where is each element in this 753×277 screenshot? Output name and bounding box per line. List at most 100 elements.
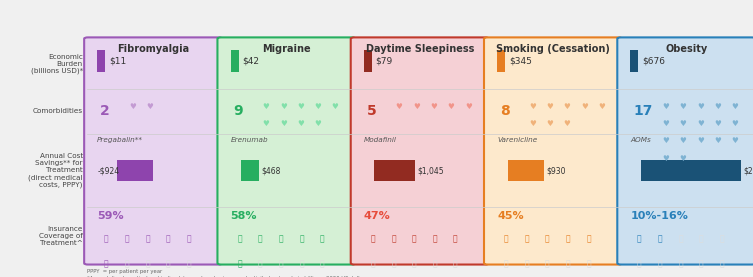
Text: $468: $468 [261, 166, 281, 175]
Text: ⛹: ⛹ [566, 260, 570, 268]
Text: ♥: ♥ [732, 102, 739, 111]
Bar [230, 50, 239, 72]
Text: ♥: ♥ [315, 119, 322, 128]
Text: ⛹: ⛹ [657, 260, 663, 268]
Text: ♥: ♥ [663, 136, 669, 145]
Text: ⛹: ⛹ [104, 260, 108, 268]
Text: ♥: ♥ [448, 102, 455, 111]
Text: ⛹: ⛹ [166, 260, 170, 268]
Text: Economic
Burden
(billions USD)*: Economic Burden (billions USD)* [31, 53, 83, 74]
Text: ⛹: ⛹ [504, 260, 508, 268]
Text: ⛹: ⛹ [587, 260, 591, 268]
Text: $11: $11 [109, 57, 127, 65]
Text: ⛹: ⛹ [104, 235, 108, 244]
FancyBboxPatch shape [351, 37, 489, 265]
Text: ⛹: ⛹ [145, 260, 150, 268]
Text: Migraine: Migraine [262, 44, 311, 54]
Text: 45%: 45% [497, 211, 524, 221]
Text: ⛹: ⛹ [187, 235, 191, 244]
Text: ⛹: ⛹ [524, 260, 529, 268]
Text: ♥: ♥ [147, 102, 154, 111]
Text: ⛹: ⛹ [720, 235, 724, 244]
Text: ⛹: ⛹ [258, 235, 263, 244]
Text: ⛹: ⛹ [145, 235, 150, 244]
Text: 9: 9 [233, 104, 242, 119]
Text: ♥: ♥ [663, 102, 669, 111]
Text: ♥: ♥ [263, 119, 270, 128]
Text: $930: $930 [546, 166, 566, 175]
Text: ♥: ♥ [529, 102, 536, 111]
Text: ♥: ♥ [280, 102, 287, 111]
Bar [641, 160, 741, 181]
Text: Comorbidities: Comorbidities [32, 109, 83, 114]
Text: ♥: ♥ [431, 102, 437, 111]
Text: ⛹: ⛹ [391, 260, 396, 268]
Text: ⛹: ⛹ [370, 235, 375, 244]
Text: $1,045: $1,045 [417, 166, 444, 175]
Text: Fibromyalgia: Fibromyalgia [117, 44, 189, 54]
Text: ⛹: ⛹ [279, 235, 283, 244]
Text: ⛹: ⛹ [545, 235, 550, 244]
Text: PPPY  = per patient per year: PPPY = per patient per year [87, 269, 162, 274]
Text: ♥: ♥ [564, 102, 571, 111]
Text: ⛹: ⛹ [545, 260, 550, 268]
Text: ⛹: ⛹ [166, 235, 170, 244]
Text: ♥: ♥ [663, 153, 669, 163]
Text: Obesity: Obesity [665, 44, 708, 54]
Text: ⛹: ⛹ [587, 235, 591, 244]
Text: ⛹: ⛹ [699, 235, 703, 244]
Text: 17: 17 [633, 104, 652, 119]
Text: ⛹: ⛹ [678, 260, 683, 268]
Text: ⛹: ⛹ [124, 260, 130, 268]
Text: AOMs: AOMs [630, 137, 651, 143]
Text: ♥: ♥ [332, 102, 339, 111]
Text: ⛹: ⛹ [187, 260, 191, 268]
Text: Pregabalin**: Pregabalin** [97, 137, 143, 143]
Text: ♥: ♥ [547, 119, 553, 128]
Text: Smoking (Cessation): Smoking (Cessation) [496, 44, 610, 54]
Text: ⛹: ⛹ [524, 235, 529, 244]
Bar [374, 160, 415, 181]
Text: ⛹: ⛹ [637, 260, 642, 268]
Text: ♥: ♥ [599, 102, 605, 111]
Text: $2,586: $2,586 [743, 166, 753, 175]
Text: $345: $345 [509, 57, 532, 65]
Text: ♥: ♥ [581, 102, 588, 111]
Text: ⛹: ⛹ [566, 235, 570, 244]
Text: ♥: ♥ [715, 136, 721, 145]
Text: 59%: 59% [97, 211, 124, 221]
Text: ⛹: ⛹ [237, 260, 242, 268]
Text: ⛹: ⛹ [678, 235, 683, 244]
Text: $79: $79 [376, 57, 393, 65]
Text: ♥: ♥ [680, 153, 687, 163]
Text: ♥: ♥ [697, 136, 704, 145]
Text: ⛹: ⛹ [258, 260, 263, 268]
Text: ♥: ♥ [547, 102, 553, 111]
Text: 5: 5 [367, 104, 376, 119]
Text: ⛹: ⛹ [504, 235, 508, 244]
Text: ⛹: ⛹ [237, 235, 242, 244]
Text: ⛹: ⛹ [432, 235, 437, 244]
Text: 2: 2 [100, 104, 110, 119]
Text: ⛹: ⛹ [299, 260, 303, 268]
Text: ♥: ♥ [732, 119, 739, 128]
Bar [508, 160, 544, 181]
Text: 8: 8 [500, 104, 510, 119]
Text: ♥: ♥ [413, 102, 420, 111]
Text: 47%: 47% [364, 211, 391, 221]
FancyBboxPatch shape [617, 37, 753, 265]
Text: ♥: ♥ [297, 119, 304, 128]
Text: ♥: ♥ [297, 102, 304, 111]
Bar [97, 50, 105, 72]
Bar [630, 50, 639, 72]
Text: ♥: ♥ [465, 102, 472, 111]
Text: ⛹: ⛹ [320, 260, 325, 268]
FancyBboxPatch shape [84, 37, 222, 265]
Text: ⛹: ⛹ [320, 235, 325, 244]
Text: ♥: ♥ [564, 119, 571, 128]
Text: Annual Cost
Savings** for
Treatment
(direct medical
costs, PPPY): Annual Cost Savings** for Treatment (dir… [29, 153, 83, 188]
Text: ⛹: ⛹ [657, 235, 663, 244]
Text: Modafinil: Modafinil [364, 137, 397, 143]
Text: 10%-16%: 10%-16% [630, 211, 688, 221]
Text: Varenicline: Varenicline [497, 137, 538, 143]
